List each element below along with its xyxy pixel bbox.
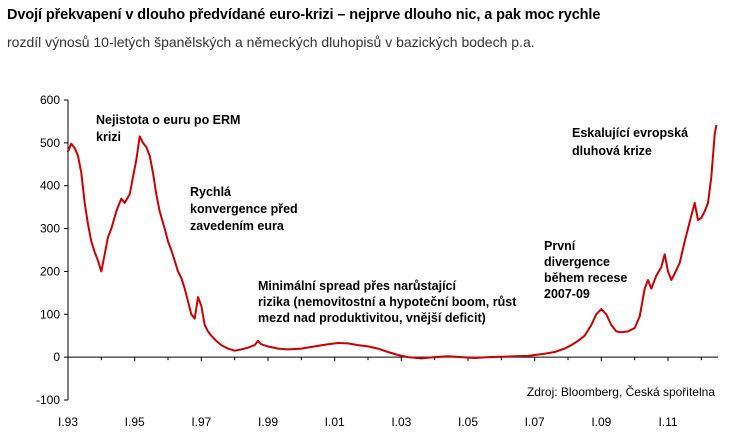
chart-subtitle: rozdíl výnosů 10-letých španělských a ně… xyxy=(7,34,535,50)
x-tick-label: I.03 xyxy=(391,415,411,429)
annotation-line: První xyxy=(544,239,576,253)
y-tick-label: 300 xyxy=(40,222,60,236)
x-tick-label: I.09 xyxy=(591,415,611,429)
x-tick-label: I.07 xyxy=(525,415,545,429)
annotation-convergence: Rychlá konvergence před zavedením eura xyxy=(190,185,298,233)
x-tick-label: I.01 xyxy=(325,415,345,429)
x-tick-label: I.95 xyxy=(125,415,145,429)
y-tick-label: 400 xyxy=(40,179,60,193)
x-tick-label: I.05 xyxy=(458,415,478,429)
annotation-line: rizika (nemovitostní a hypoteční boom, r… xyxy=(258,295,517,309)
x-tick-label: I.97 xyxy=(191,415,211,429)
annotation-line: krizi xyxy=(96,130,121,144)
y-tick-label: 200 xyxy=(40,264,60,278)
annotation-line: Minimální spread přes narůstající xyxy=(258,279,457,293)
chart-title: Dvojí překvapení v dlouho předvídané eur… xyxy=(7,7,601,23)
annotation-line: dluhová krize xyxy=(572,144,652,158)
y-tick-label: 600 xyxy=(40,93,60,107)
annotation-line: během recese xyxy=(544,271,627,285)
annotation-line: Eskalující evropská xyxy=(572,126,688,140)
annotation-minimal-spread: Minimální spread přes narůstající rizika … xyxy=(258,279,517,325)
annotation-line: 2007-09 xyxy=(544,287,590,301)
annotation-line: konvergence před xyxy=(190,202,298,216)
annotation-line: mezd nad produktivitou, vnější deficit) xyxy=(258,311,486,325)
annotation-line: divergence xyxy=(544,255,610,269)
y-tick-label: 500 xyxy=(40,136,60,150)
annotation-debt-crisis: Eskalující evropská dluhová krize xyxy=(572,126,688,158)
annotation-erm-crisis: Nejistota o euru po ERM krizi xyxy=(96,113,240,144)
annotation-line: zavedením eura xyxy=(190,219,285,233)
spread-series-line xyxy=(67,124,718,360)
annotation-line: Rychlá xyxy=(190,185,231,199)
annotation-line: Nejistota o euru po ERM xyxy=(96,113,240,127)
source-note: Zdroj: Bloomberg, Česká spořitelna xyxy=(527,384,715,399)
x-tick-label: I.99 xyxy=(258,415,278,429)
y-tick-label: 0 xyxy=(53,350,60,364)
x-tick-label: I.93 xyxy=(58,415,78,429)
x-tick-label: I.11 xyxy=(658,415,677,429)
annotation-first-divergence: První divergence během recese 2007-09 xyxy=(544,239,627,301)
y-tick-label: -100 xyxy=(36,393,60,407)
y-tick-label: 100 xyxy=(40,307,60,321)
